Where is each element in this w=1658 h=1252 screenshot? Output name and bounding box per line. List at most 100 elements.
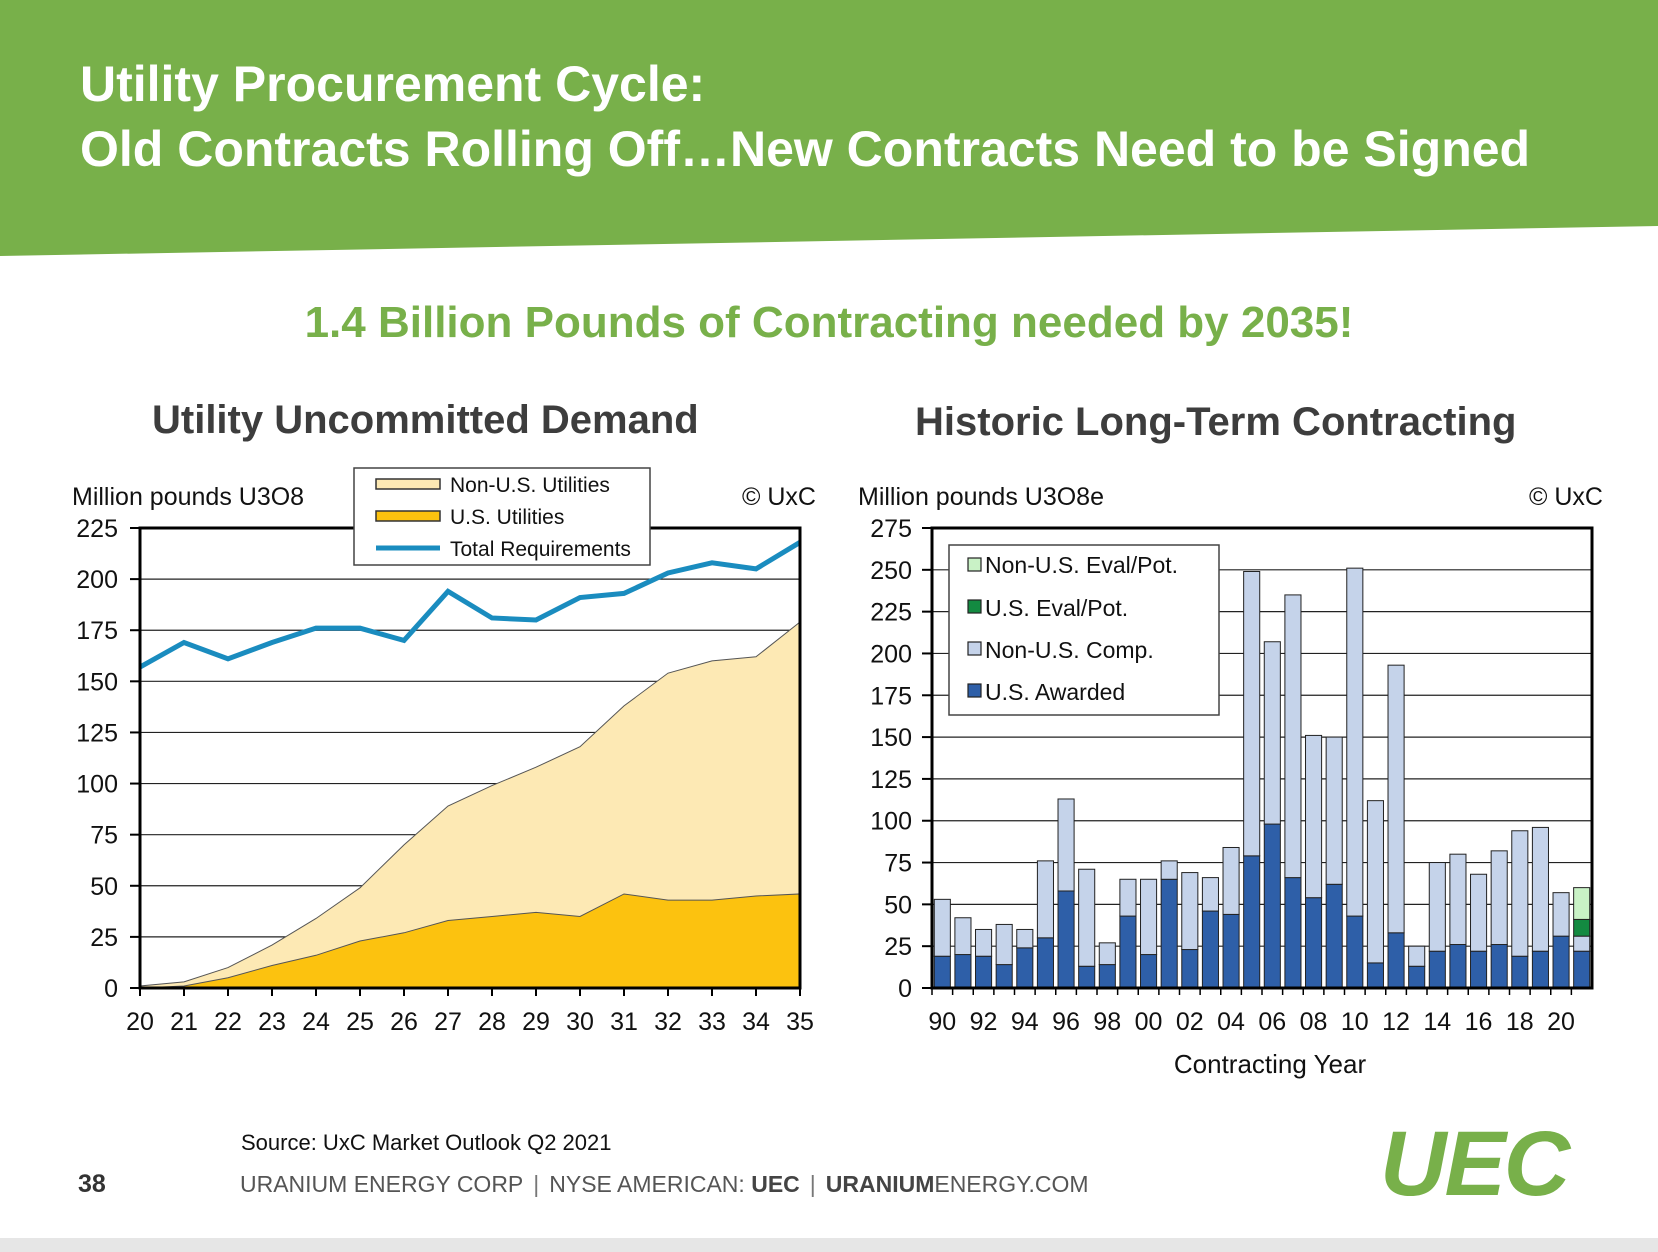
bar-segment-us-awarded	[1346, 915, 1364, 989]
bar-segment-us-awarded	[1119, 915, 1137, 989]
legend-swatch-non-us-utilities	[375, 478, 441, 490]
us-utilities-area	[139, 893, 801, 989]
left-y-tick-label: 150	[76, 668, 118, 696]
total-requirements-line	[138, 540, 802, 670]
bar-segment-non-us-comp	[1181, 872, 1199, 951]
bar-segment-non-us-comp	[1222, 846, 1240, 915]
right-y-tick-label: 225	[870, 599, 912, 627]
header-band-shape	[0, 0, 1658, 256]
bar-segment-non-us-comp	[954, 917, 972, 956]
right-y-tick-label: 125	[870, 766, 912, 794]
bar-segment-non-us-comp	[1366, 800, 1384, 964]
right-x-axis-title: Contracting Year	[1174, 1049, 1367, 1079]
uec-logo: UEC	[1380, 1113, 1570, 1215]
bar-segment-us-awarded	[1470, 950, 1488, 989]
bar-segment-us-awarded	[1140, 954, 1158, 989]
bar-segment-us-awarded	[954, 954, 972, 989]
right-x-tick-label: 14	[1423, 1008, 1451, 1036]
right-y-tick-label: 150	[870, 724, 912, 752]
bar-segment-us-eval	[1573, 918, 1591, 937]
bar-segment-non-us-comp	[1078, 868, 1096, 967]
left-x-tick-label: 25	[346, 1008, 374, 1036]
left-y-tick-label: 200	[76, 566, 118, 594]
right-x-tick-label: 12	[1382, 1008, 1410, 1036]
left-y-tick-label: 0	[104, 975, 118, 1003]
right-y-tick-label: 75	[884, 850, 912, 878]
left-y-tick-label: 25	[90, 924, 118, 952]
left-y-tick-label: 100	[76, 771, 118, 799]
bar-segment-non-us-comp	[1449, 853, 1467, 946]
bar-segment-us-awarded	[1243, 855, 1261, 989]
right-x-tick-label: 06	[1258, 1008, 1286, 1036]
page-number: 38	[78, 1170, 106, 1198]
right-x-tick-label: 04	[1217, 1008, 1245, 1036]
bar-segment-us-awarded	[1511, 955, 1529, 989]
legend-swatch-non-us-comp	[967, 641, 982, 656]
right-y-tick-label: 100	[870, 808, 912, 836]
source-note: Source: UxC Market Outlook Q2 2021	[241, 1130, 612, 1155]
left-x-tick-label: 32	[654, 1008, 682, 1036]
bar-segment-non-us-comp	[1119, 878, 1137, 917]
bar-segment-us-awarded	[1428, 950, 1446, 989]
legend-swatch-us-awarded	[967, 683, 982, 698]
legend-label-non-us-comp: Non-U.S. Comp.	[985, 637, 1154, 663]
right-chart-heading: Historic Long-Term Contracting	[915, 400, 1517, 444]
right-y-tick-labels: 0 25 50 75 100 125 150 175 200 225 250 275	[870, 515, 932, 1003]
right-y-tick-label: 25	[884, 933, 912, 961]
bar-segment-us-awarded	[1222, 913, 1240, 989]
right-x-tick-label: 94	[1011, 1008, 1039, 1036]
bar-segment-non-us-comp	[1305, 734, 1323, 899]
bar-segment-us-awarded	[1078, 965, 1096, 989]
bar-segment-non-us-comp	[1387, 664, 1405, 934]
bar-segment-non-us-comp	[975, 928, 993, 957]
bar-segment-non-us-comp	[1325, 736, 1343, 885]
right-y-tick-label: 200	[870, 640, 912, 668]
left-y-tick-label: 175	[76, 617, 118, 645]
footer-exchange: NYSE AMERICAN:	[549, 1171, 745, 1197]
bar-segment-us-awarded	[1366, 962, 1384, 989]
bar-segment-non-us-comp	[1201, 877, 1219, 912]
right-y-tick-label: 50	[884, 891, 912, 919]
bar-segment-us-awarded	[1449, 944, 1467, 989]
right-x-tick-label: 92	[970, 1008, 998, 1036]
bar-segment-non-us-comp	[1511, 830, 1529, 957]
bar-segment-us-awarded	[1552, 935, 1570, 989]
left-x-tick-label: 24	[302, 1008, 330, 1036]
headline: 1.4 Billion Pounds of Contracting needed…	[304, 298, 1354, 347]
bar-segment-us-awarded	[1263, 823, 1281, 989]
legend-swatch-non-us-eval	[967, 557, 982, 572]
right-x-tick-label: 10	[1341, 1008, 1369, 1036]
bar-segment-non-us-comp	[1140, 878, 1158, 956]
bar-segment-non-us-comp	[1490, 850, 1508, 946]
bar-segment-non-us-comp	[995, 923, 1013, 966]
footer-website-bold[interactable]: URANIUM	[825, 1171, 935, 1197]
footer-website-rest[interactable]: ENERGY.COM	[934, 1171, 1089, 1197]
bar-segment-us-awarded	[1387, 932, 1405, 989]
bar-segment-us-awarded	[1036, 937, 1054, 989]
header-band	[0, 0, 1658, 256]
left-y-tick-label: 50	[90, 873, 118, 901]
bar-segment-us-awarded	[1408, 965, 1426, 989]
bar-segment-us-awarded	[1016, 947, 1034, 989]
footer-separator-1: |	[533, 1171, 540, 1197]
right-bars	[933, 567, 1591, 989]
bar-segment-non-us-comp	[1036, 860, 1054, 939]
left-x-tick-label: 20	[126, 1008, 154, 1036]
left-legend: Non-U.S. Utilities U.S. Utilities Total …	[353, 467, 651, 566]
bar-segment-non-us-comp	[1552, 892, 1570, 937]
bar-segment-us-awarded	[1573, 950, 1591, 989]
bar-segment-us-awarded	[995, 964, 1013, 989]
bar-segment-non-us-comp	[1408, 945, 1426, 967]
right-legend-box	[948, 544, 1220, 716]
left-copyright: © UxC	[742, 483, 816, 511]
right-x-tick-label: 96	[1052, 1008, 1080, 1036]
legend-label-total-requirements: Total Requirements	[450, 538, 631, 561]
left-x-tick-label: 34	[742, 1008, 770, 1036]
left-y-tick-label: 225	[76, 515, 118, 543]
bar-segment-non-us-comp	[1263, 641, 1281, 825]
bar-segment-us-awarded	[1057, 890, 1075, 989]
legend-label-us-eval: U.S. Eval/Pot.	[985, 595, 1128, 621]
left-x-tick-labels: 20 21 22 23 24 25 26 27 28 29 30 31 32 33 34 35	[126, 988, 814, 1036]
bar-segment-non-us-comp	[1098, 942, 1116, 966]
